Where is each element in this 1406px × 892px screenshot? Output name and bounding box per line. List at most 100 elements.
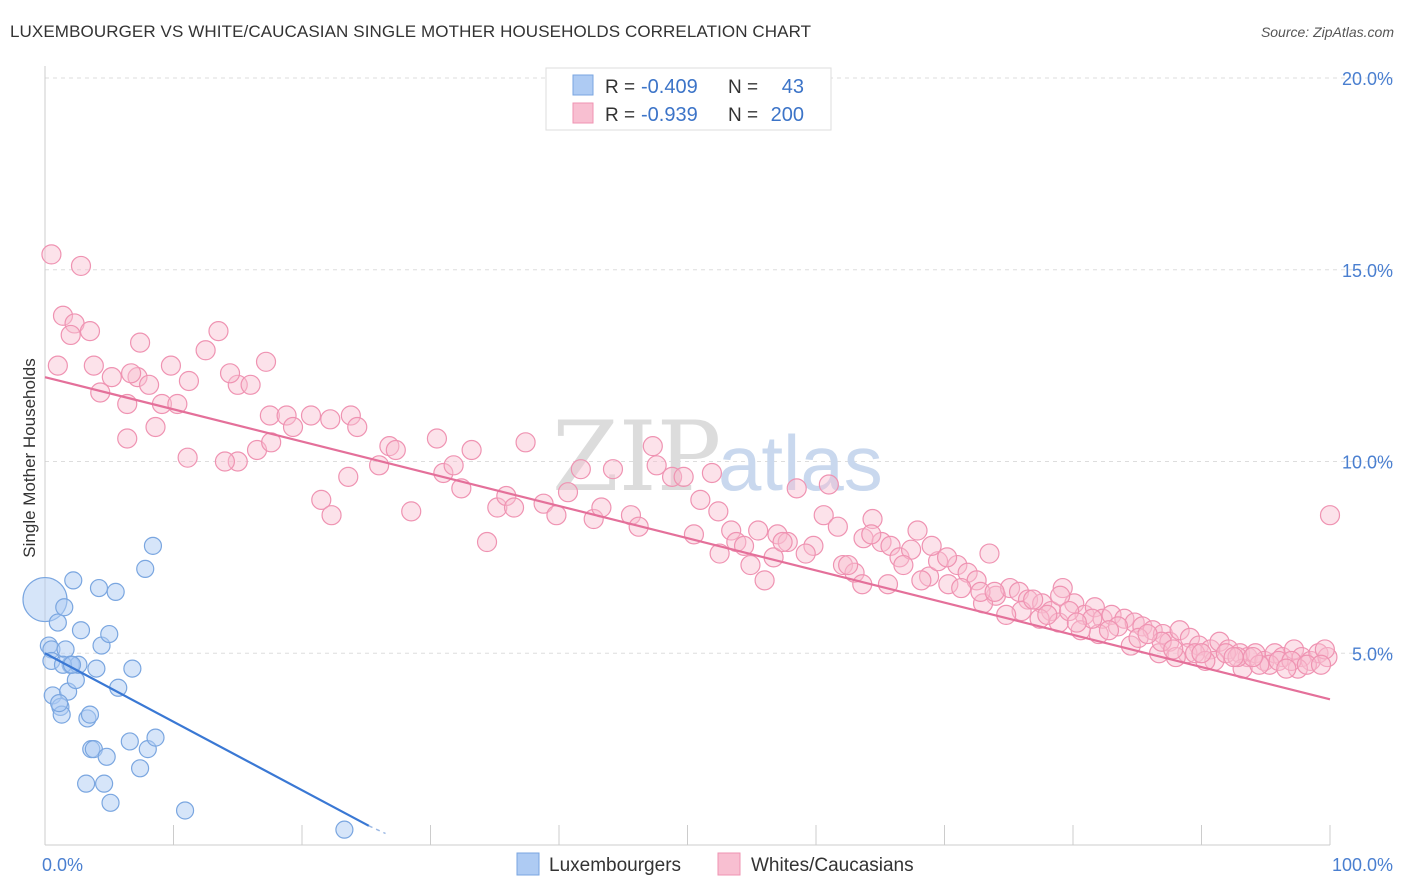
- pink-point-193: [1276, 658, 1297, 679]
- pink-point-8: [101, 367, 122, 388]
- pink-point-81: [803, 535, 824, 556]
- blue-point-39: [335, 820, 354, 839]
- pink-point-39: [311, 489, 332, 510]
- whites-caucasians-trend-line: [44, 376, 1331, 701]
- pink-point-173: [1310, 654, 1332, 675]
- blue-point-36: [143, 536, 163, 555]
- pink-point-27: [276, 405, 297, 426]
- y-tick-label-0: 5.0%: [1352, 644, 1393, 664]
- pink-point-118: [1169, 620, 1190, 641]
- grid-lines: [45, 77, 1395, 654]
- pink-point-184: [1037, 604, 1058, 626]
- pink-point-48: [443, 455, 464, 476]
- pink-point-45: [401, 501, 422, 522]
- pink-point-44: [385, 439, 406, 461]
- pink-point-176: [772, 531, 793, 553]
- pink-point-16: [219, 363, 241, 384]
- pink-point-72: [708, 501, 729, 522]
- pink-point-153: [893, 554, 914, 576]
- watermark-atlas: atlas: [718, 419, 883, 507]
- pink-point-70: [690, 489, 711, 510]
- y-tick-labels: 5.0% 10.0% 15.0% 20.0%: [1342, 69, 1393, 664]
- pink-point-99: [979, 543, 1000, 564]
- pink-point-6: [47, 355, 68, 376]
- pink-point-62: [602, 459, 624, 480]
- luxembourgers-trend-line-extension: [368, 825, 386, 835]
- correlation-legend: R = -0.409 N = 43 R = -0.939 N = 200: [545, 67, 832, 131]
- legend-r-label-2: R =: [605, 105, 635, 126]
- pink-point-11: [160, 355, 182, 376]
- pink-point-68: [673, 466, 694, 487]
- pink-point-25: [259, 405, 280, 426]
- pink-point-190: [1191, 643, 1212, 664]
- pink-point-33: [117, 428, 138, 449]
- pink-point-80: [786, 478, 807, 499]
- blue-point-38: [175, 801, 195, 820]
- pink-point-174: [709, 543, 730, 564]
- pink-point-137: [818, 474, 839, 495]
- legend-swatch-blue: [572, 74, 594, 96]
- pink-point-40: [321, 505, 342, 526]
- legend-r-label-1: R =: [605, 77, 635, 98]
- blue-point-22: [87, 659, 106, 678]
- bottom-legend-swatch-blue: [516, 852, 540, 876]
- pink-point-181: [951, 577, 972, 599]
- legend-r-value-1: -0.409: [641, 76, 698, 98]
- y-tick-label-3: 20.0%: [1342, 69, 1393, 89]
- y-tick-label-2: 15.0%: [1342, 261, 1393, 281]
- pink-point-191: [1223, 646, 1244, 668]
- axes: [44, 66, 1331, 846]
- y-tick-label-1: 10.0%: [1342, 453, 1393, 473]
- pink-point-58: [557, 482, 579, 503]
- pink-point-32: [145, 416, 166, 438]
- pink-point-71: [701, 462, 723, 484]
- pink-point-55: [515, 432, 536, 453]
- whites-caucasians-points: [41, 244, 1341, 679]
- pink-point-95: [938, 574, 959, 595]
- pink-point-92: [907, 520, 928, 541]
- pink-point-106: [1052, 577, 1073, 599]
- pink-point-96: [947, 554, 968, 576]
- pink-point-142: [1050, 585, 1071, 606]
- chart-title: LUXEMBOURGER VS WHITE/CAUCASIAN SINGLE M…: [10, 22, 812, 41]
- pink-point-10: [120, 363, 142, 384]
- bottom-legend-label-2: Whites/Caucasians: [751, 855, 914, 876]
- luxembourgers-trend-line: [44, 652, 370, 827]
- pink-point-73: [721, 520, 742, 541]
- blue-point-29: [106, 582, 125, 601]
- blue-point-37: [146, 728, 165, 747]
- legend-r-value-2: -0.939: [641, 104, 698, 126]
- blue-point-19: [80, 705, 100, 724]
- pink-point-156: [996, 604, 1017, 626]
- blue-point-34: [136, 559, 155, 578]
- pink-point-41: [338, 466, 359, 487]
- pink-point-183: [1023, 589, 1044, 610]
- x-tick-label-0: 0.0%: [42, 855, 83, 875]
- pink-point-175: [740, 554, 761, 576]
- pink-point-28: [282, 416, 304, 438]
- legend-n-label-1: N =: [728, 77, 758, 98]
- pink-point-54: [503, 497, 525, 518]
- pink-point-111: [1101, 604, 1122, 626]
- series-legend: Luxembourgers Whites/Caucasians: [516, 852, 914, 876]
- pink-point-188: [1137, 623, 1158, 645]
- blue-point-23: [89, 578, 109, 598]
- pink-point-59: [570, 459, 591, 480]
- pink-point-182: [984, 581, 1005, 602]
- pink-point-30: [340, 405, 361, 426]
- pink-point-50: [461, 439, 482, 461]
- legend-n-value-2: 200: [771, 104, 804, 126]
- pink-point-31: [347, 416, 368, 438]
- blue-point-26: [97, 747, 116, 766]
- pink-point-180: [911, 570, 932, 591]
- pink-point-79: [777, 531, 798, 553]
- pink-point-23: [138, 374, 160, 395]
- pink-point-14: [195, 340, 216, 361]
- bottom-legend-label-1: Luxembourgers: [549, 855, 681, 876]
- pink-point-187: [1098, 620, 1120, 641]
- pink-point-87: [862, 508, 883, 530]
- pink-point-83: [827, 516, 848, 537]
- pink-point-76: [748, 520, 769, 541]
- pink-point-177: [795, 543, 816, 564]
